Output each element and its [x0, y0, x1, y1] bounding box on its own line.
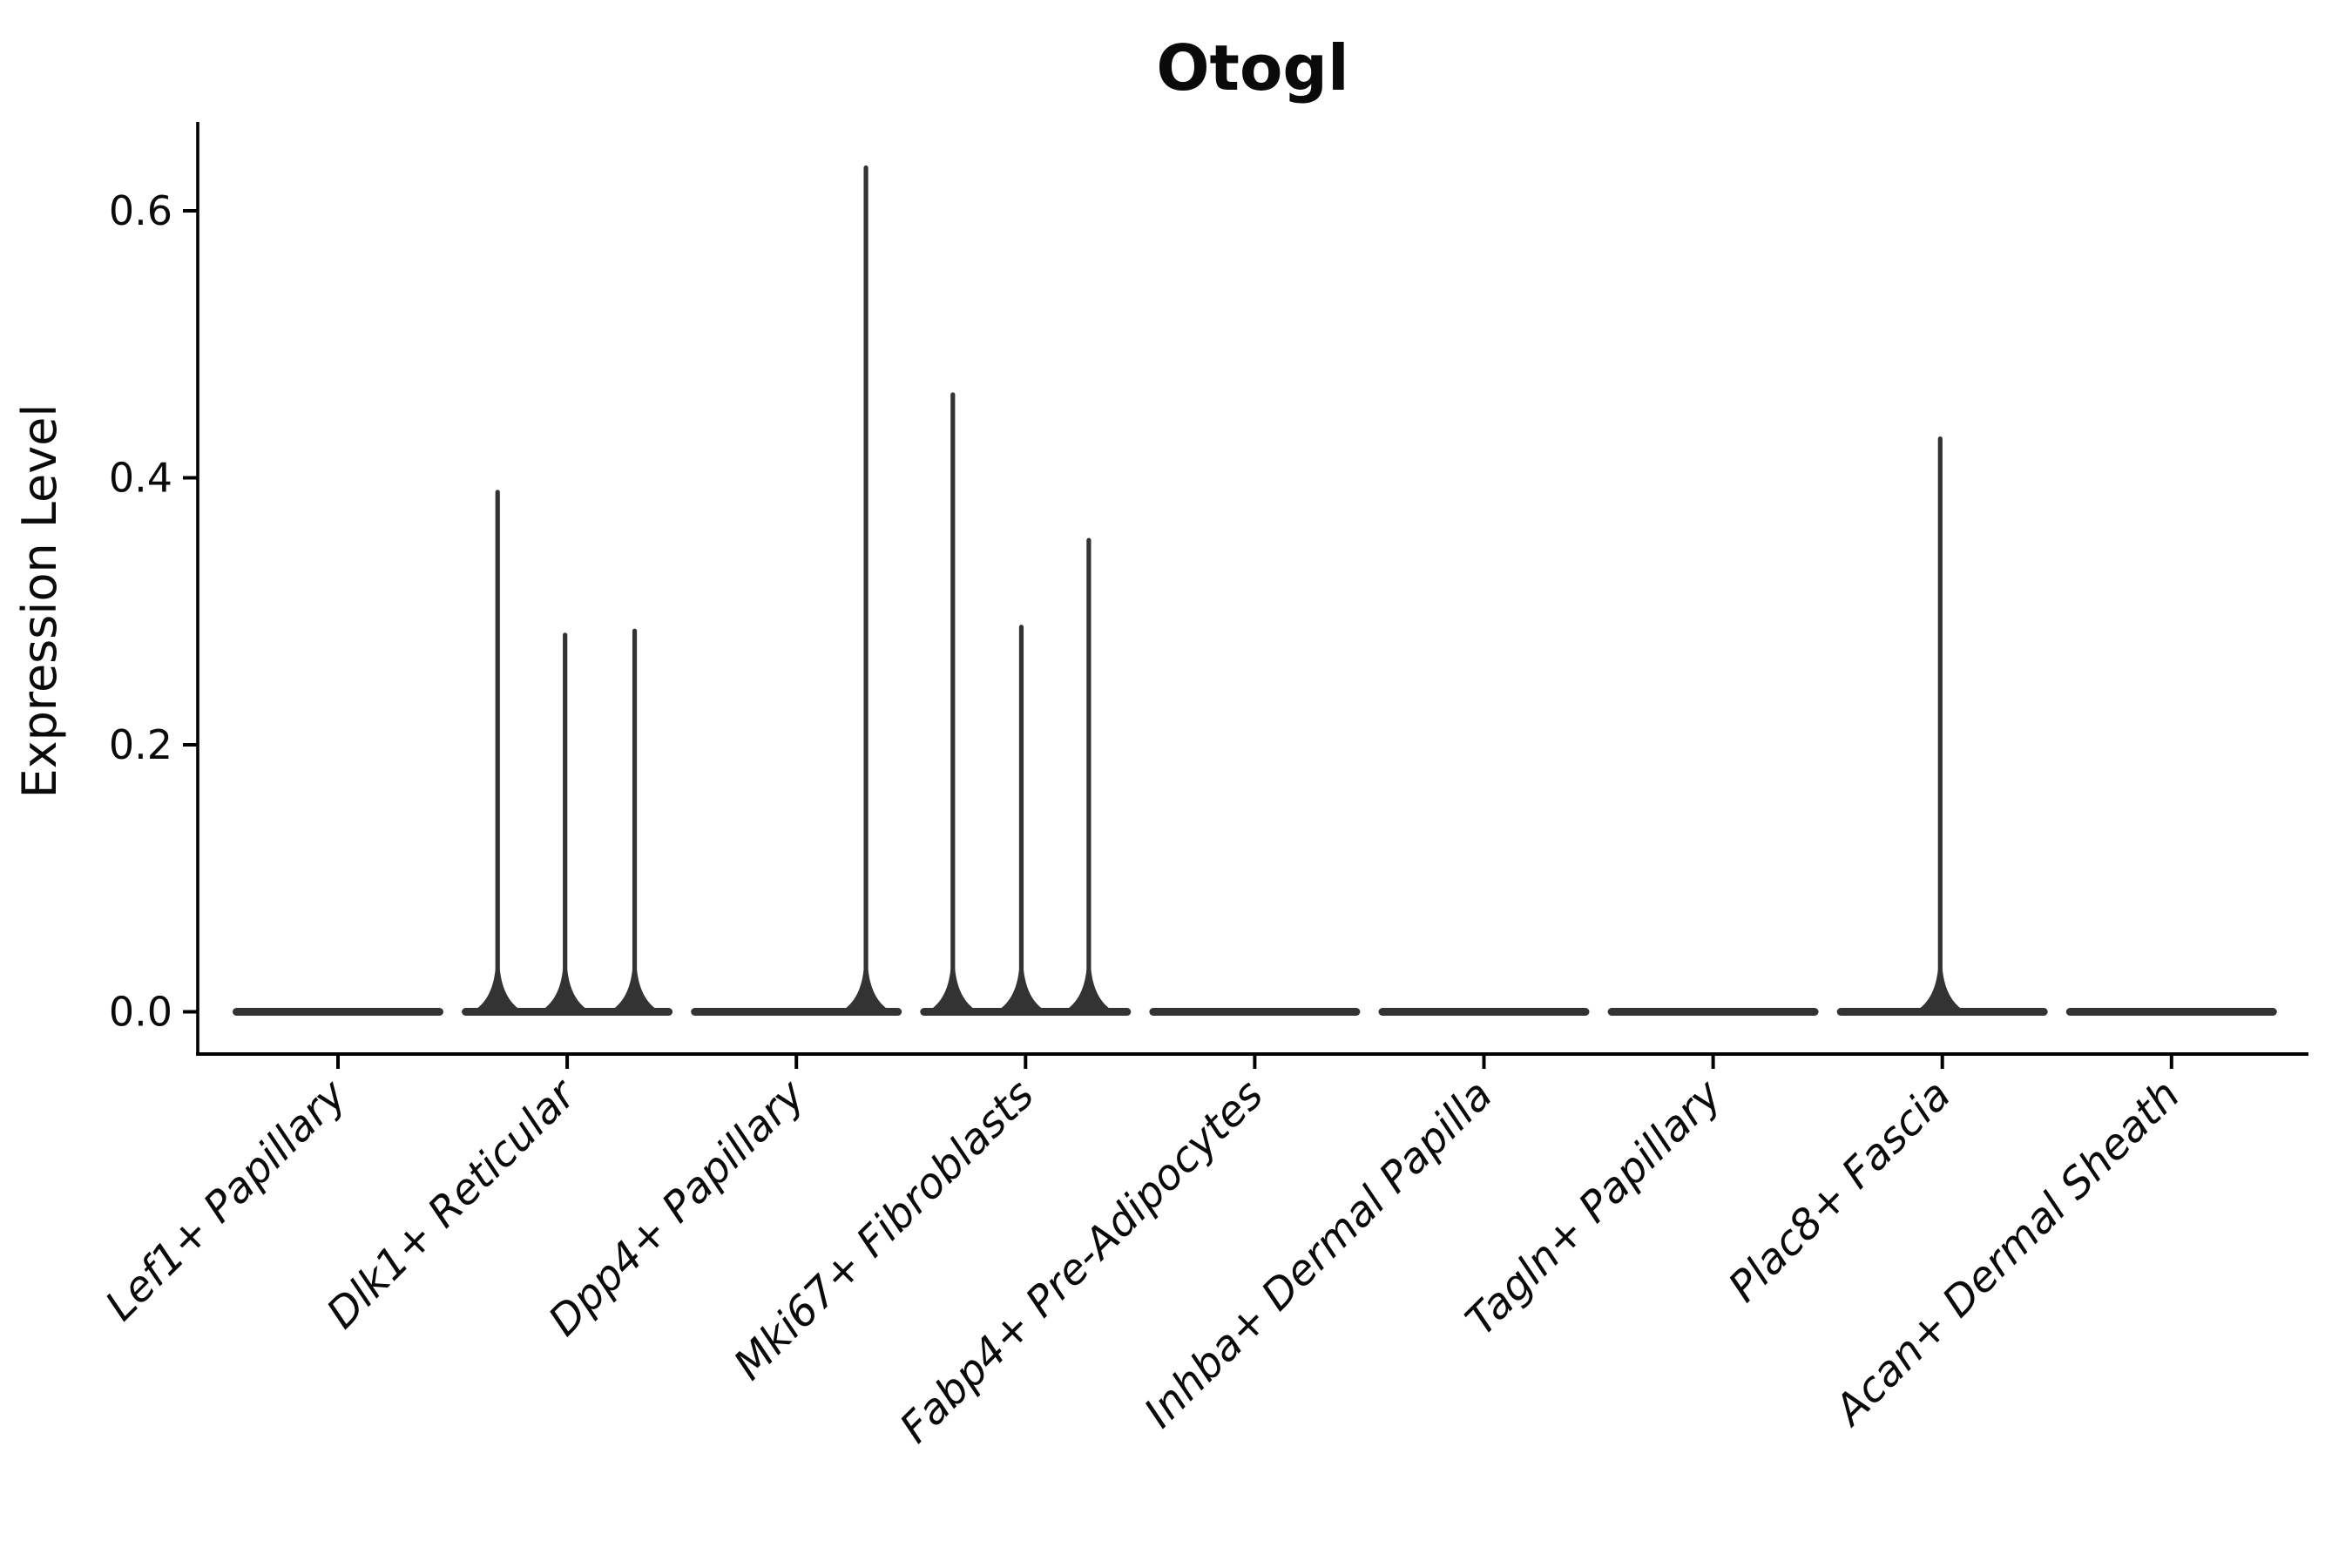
- x-tick-mark: [336, 1056, 340, 1069]
- violin-spike-base: [535, 970, 595, 1014]
- y-tick-label: 0.6: [109, 187, 172, 234]
- x-tick-mark: [1482, 1056, 1486, 1069]
- x-tick-label: Lef1+ Papillary: [96, 1070, 356, 1330]
- x-tick-mark: [1024, 1056, 1028, 1069]
- violin-spike: [1086, 537, 1092, 974]
- y-tick-mark: [183, 476, 198, 480]
- violin-spike: [632, 628, 638, 974]
- x-tick-mark: [794, 1056, 799, 1069]
- violin-8: [1836, 436, 2048, 1016]
- violin-5: [1149, 1008, 1361, 1016]
- violin-body: [2065, 1008, 2277, 1016]
- chart-title: Otogl: [1156, 31, 1348, 105]
- violin-body: [1378, 1008, 1590, 1016]
- y-tick-mark: [183, 743, 198, 747]
- x-axis-ticks: [336, 1056, 2173, 1069]
- violin-spike: [1937, 436, 1943, 974]
- violins: [233, 165, 2277, 1016]
- x-tick-label: Fabp4+ Pre-Adipocytes: [890, 1071, 1273, 1453]
- y-tick-label: 0.2: [109, 721, 172, 768]
- violin-spike-base: [991, 970, 1051, 1014]
- violin-9: [2065, 1008, 2277, 1016]
- x-tick-label: Dpp4+ Papillary: [539, 1070, 814, 1345]
- violin-spike-base: [468, 970, 528, 1014]
- y-axis-ticks: 0.0 0.2 0.4 0.6: [109, 187, 198, 1036]
- y-axis-label: Expression Level: [12, 404, 67, 799]
- x-tick-mark: [1711, 1056, 1715, 1069]
- violin-spike-base: [836, 970, 896, 1014]
- violin-spike: [495, 490, 500, 974]
- y-tick-label: 0.4: [109, 455, 172, 502]
- x-tick-label: Tagln+ Papillary: [1456, 1070, 1732, 1345]
- y-tick-mark: [183, 1010, 198, 1014]
- violin-spike: [863, 165, 868, 974]
- axis-spines: [196, 122, 2309, 1056]
- violin-2: [462, 490, 673, 1016]
- x-tick-mark: [1253, 1056, 1257, 1069]
- violin-spike-base: [605, 970, 665, 1014]
- violin-spike: [950, 392, 956, 974]
- violin-spike: [563, 632, 568, 974]
- violin-3: [691, 165, 902, 1016]
- violin-spike-base: [1058, 970, 1119, 1014]
- violin-body: [1607, 1008, 1819, 1016]
- x-tick-mark: [1940, 1056, 1944, 1069]
- x-tick-label: Dlk1+ Reticular: [317, 1069, 587, 1339]
- y-axis-spine: [196, 122, 199, 1056]
- y-tick-mark: [183, 209, 198, 213]
- x-tick-mark: [2169, 1056, 2173, 1069]
- violin-4: [920, 392, 1132, 1016]
- x-tick-mark: [565, 1056, 570, 1069]
- violin-6: [1378, 1008, 1590, 1016]
- violin-spike-base: [923, 970, 983, 1014]
- x-axis-spine: [196, 1052, 2309, 1056]
- x-tick-label: Plac8+ Fascia: [1720, 1071, 1961, 1312]
- violin-1: [233, 1008, 443, 1016]
- violin-spike: [1018, 625, 1024, 974]
- violin-spike-base: [1910, 970, 1970, 1014]
- violin-body: [1149, 1008, 1361, 1016]
- violin-body: [233, 1008, 443, 1016]
- violin-7: [1607, 1008, 1819, 1016]
- y-tick-label: 0.0: [109, 989, 172, 1036]
